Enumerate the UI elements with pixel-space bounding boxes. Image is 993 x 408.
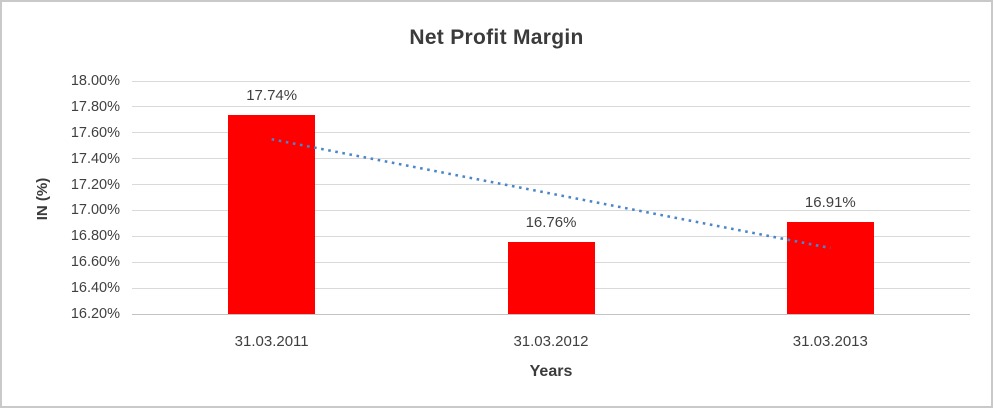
trendline-dotted-line [271,137,831,250]
y-tick-label: 18.00% [70,73,120,89]
gridline [132,80,970,82]
y-tick-label: 16.60% [70,254,120,271]
bar-data-label: 16.76% [525,213,577,231]
gridline [132,209,970,211]
bar-data-label: 17.74% [246,86,298,104]
y-tick-label: 16.20% [70,306,120,322]
bar [507,241,595,314]
bar-data-label: 16.91% [804,194,856,212]
trendline [271,137,831,250]
gridline [132,235,970,237]
y-tick-label: 17.20% [70,176,120,193]
chart-title: Net Profit Margin [409,26,584,49]
gridline [132,132,970,134]
y-tick-label: 17.60% [70,124,120,141]
gridline [132,158,970,160]
y-tick-label: 16.80% [70,228,120,245]
x-axis-title: Years [529,363,573,380]
x-tick-label: 31.03.2011 [234,333,309,350]
bar [228,114,316,314]
y-tick-label: 17.80% [70,98,120,115]
y-tick-label: 16.40% [70,280,120,297]
bar [786,222,874,314]
x-tick-label: 31.03.2012 [513,333,589,350]
gridline [132,184,970,186]
x-tick-label: 31.03.2013 [792,333,868,350]
y-tick-label: 17.00% [70,202,120,219]
gridline [132,106,970,108]
y-tick-label: 17.40% [70,150,120,167]
plot-area [132,80,970,315]
x-axis-line [132,313,970,315]
